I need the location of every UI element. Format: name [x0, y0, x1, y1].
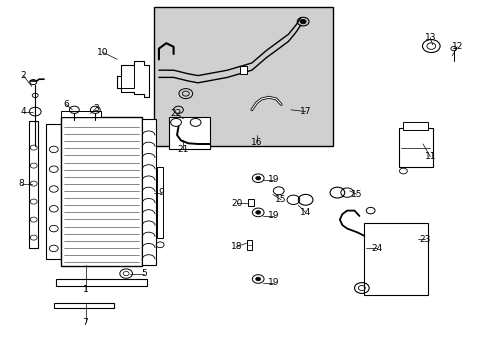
Bar: [54, 303, 114, 308]
Text: 15: 15: [275, 195, 286, 204]
Bar: [246, 240, 251, 250]
Circle shape: [255, 277, 260, 281]
Bar: [142, 119, 155, 265]
Circle shape: [255, 176, 260, 180]
Text: 23: 23: [419, 235, 430, 244]
Text: 10: 10: [97, 48, 108, 57]
Text: 19: 19: [267, 175, 279, 184]
Text: 4: 4: [20, 107, 26, 116]
Text: 19: 19: [267, 211, 279, 220]
Bar: [29, 121, 38, 248]
Circle shape: [255, 211, 260, 214]
Text: 9: 9: [158, 188, 164, 197]
Bar: [398, 128, 432, 167]
Bar: [168, 117, 210, 149]
Text: 15: 15: [350, 190, 362, 199]
Text: 14: 14: [299, 208, 311, 217]
Bar: [364, 223, 427, 295]
Circle shape: [300, 19, 305, 24]
Bar: [157, 167, 163, 238]
Text: 24: 24: [370, 244, 382, 253]
Text: 16: 16: [250, 138, 262, 147]
Text: 11: 11: [424, 152, 435, 161]
Text: 12: 12: [450, 42, 462, 51]
Bar: [239, 66, 246, 74]
Bar: [46, 124, 61, 259]
Text: 17: 17: [299, 107, 311, 116]
Text: 22: 22: [170, 109, 182, 118]
Text: 8: 8: [19, 179, 24, 188]
Text: 21: 21: [177, 145, 189, 154]
Text: 5: 5: [141, 269, 147, 278]
Text: 1: 1: [82, 285, 88, 294]
Bar: [154, 7, 332, 146]
Text: 7: 7: [82, 318, 88, 327]
Text: 6: 6: [63, 100, 69, 109]
Text: 20: 20: [231, 199, 243, 208]
Text: 13: 13: [424, 33, 435, 42]
Text: 3: 3: [93, 104, 99, 112]
Text: 19: 19: [267, 278, 279, 287]
Bar: [248, 199, 254, 206]
Bar: [56, 279, 146, 286]
Bar: [61, 117, 142, 266]
Bar: [403, 122, 427, 130]
Bar: [61, 111, 102, 117]
Bar: [121, 65, 134, 88]
Text: 18: 18: [231, 242, 243, 251]
Text: 2: 2: [20, 71, 26, 80]
